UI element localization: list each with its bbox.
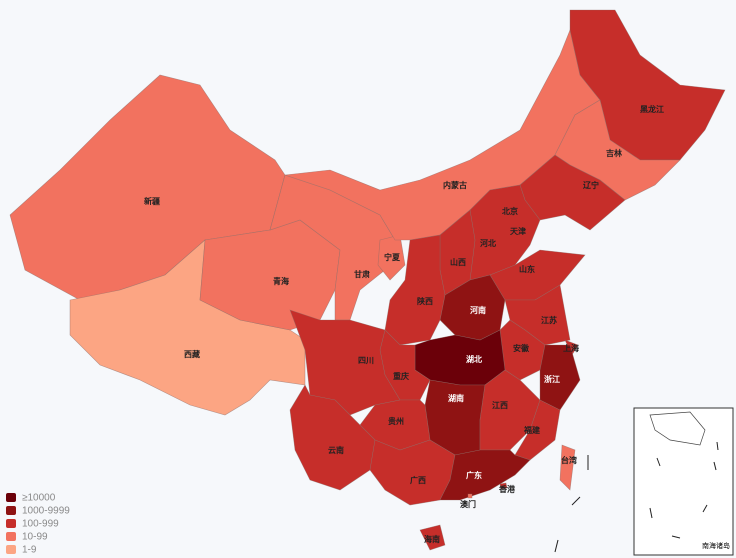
province-label: 辽宁 [583,180,599,190]
province-label: 甘肃 [354,269,370,279]
inset-dashes [554,441,719,553]
inset-coast [649,411,706,446]
province-label: 云南 [328,445,344,455]
province-label: 重庆 [393,371,409,381]
legend-label: 10-99 [22,532,48,543]
legend-swatch [6,532,16,541]
province-label: 湖北 [466,354,482,364]
province-label: 河南 [470,305,486,315]
province-label: 吉林 [606,148,622,158]
province-label: 山东 [519,264,535,274]
province[interactable] [419,524,446,551]
province[interactable] [499,482,508,490]
province-label: 广西 [410,475,426,485]
province-label: 上海 [563,343,579,353]
legend-swatch [6,493,16,502]
province-label: 广东 [466,470,482,480]
province-label: 内蒙古 [443,180,467,190]
provinces [9,9,726,551]
province-label: 山西 [450,257,466,267]
province-label: 安徽 [513,343,530,353]
province-label: 江苏 [541,315,557,325]
legend-swatch [6,519,16,528]
province-label: 贵州 [388,416,404,426]
province-label: 浙江 [544,374,560,384]
province-label: 福建 [523,425,541,435]
legend-label: 1-9 [22,545,37,556]
province-label: 香港 [498,484,516,494]
province-label: 海南 [424,534,440,544]
province-label: 四川 [358,355,374,365]
legend-swatch [6,545,16,554]
legend-label: 100-999 [22,519,59,530]
province-label: 河北 [480,238,496,248]
province-label: 湖南 [448,393,464,403]
legend-label: 1000-9999 [22,506,70,517]
province-label: 澳门 [460,499,476,509]
province-label: 西藏 [184,349,200,359]
province-label: 江西 [492,400,508,410]
province-label: 青海 [273,276,289,286]
province-label: 黑龙江 [640,104,664,114]
inset-label: 南海诸岛 [702,541,730,550]
legend-swatch [6,506,16,515]
province[interactable] [439,449,531,501]
legend: ≥10000 1000-9999 100-999 10-99 1-9 [6,493,70,556]
inset-box [633,407,734,556]
legend-label: ≥10000 [22,493,56,504]
province-label: 天津 [510,226,526,236]
province[interactable] [467,493,473,499]
province-label: 宁夏 [384,252,401,262]
province[interactable] [559,444,576,491]
province-label: 新疆 [144,196,160,206]
province-label: 北京 [502,206,518,216]
province-label: 陕西 [417,296,433,306]
province-label: 台湾 [561,455,577,465]
